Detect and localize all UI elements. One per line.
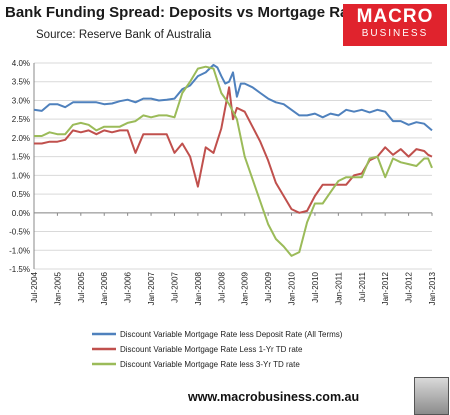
x-tick-label: Jul-2008 xyxy=(217,271,226,302)
footer-url: www.macrobusiness.com.au xyxy=(188,390,360,404)
logo-line2: BUSINESS xyxy=(361,28,429,39)
x-tick-label: Jan-2009 xyxy=(241,271,250,305)
y-tick-label: 0.0% xyxy=(12,209,30,218)
x-tick-label: Jan-2006 xyxy=(100,271,109,305)
x-tick-label: Jul-2011 xyxy=(358,271,367,302)
wolf-logo-image xyxy=(414,377,449,415)
x-tick-label: Jan-2013 xyxy=(428,271,437,305)
macrobusiness-logo: MACRO BUSINESS xyxy=(343,4,447,46)
x-tick-label: Jan-2011 xyxy=(334,271,343,304)
logo-line1: MACRO xyxy=(356,6,434,27)
y-tick-label: 0.5% xyxy=(12,190,30,199)
y-tick-label: -1.5% xyxy=(9,265,30,274)
y-tick-label: 1.5% xyxy=(12,153,30,162)
legend-label: Discount Variable Mortgage Rate Less 1-Y… xyxy=(120,345,303,354)
y-axis: 4.0% 3.5% 3.0% 2.5% 2.0% 1.5% 1.0% 0.5% 0.0% -0.5… xyxy=(9,59,35,274)
y-tick-label: 1.0% xyxy=(12,171,30,180)
x-tick-label: Jul-2004 xyxy=(30,271,39,302)
legend: Discount Variable Mortgage Rate less Dep… xyxy=(92,330,343,369)
y-tick-label: 3.0% xyxy=(12,96,30,105)
x-tick-label: Jan-2005 xyxy=(53,271,62,305)
series-lines xyxy=(33,63,433,257)
legend-label: Discount Variable Mortgage Rate less 3-Y… xyxy=(120,360,300,369)
x-tick-label: Jan-2010 xyxy=(288,271,297,305)
x-tick-label: Jul-2006 xyxy=(124,271,133,302)
line-chart: 4.0% 3.5% 3.0% 2.5% 2.0% 1.5% 1.0% 0.5% 0.0% -0.5… xyxy=(9,59,437,369)
y-tick-label: -1.0% xyxy=(9,246,30,255)
y-tick-label: -0.5% xyxy=(9,228,30,237)
x-tick-label: Jul-2010 xyxy=(311,271,320,302)
gridlines xyxy=(34,62,432,270)
y-tick-label: 2.0% xyxy=(12,134,30,143)
y-tick-label: 2.5% xyxy=(12,115,30,124)
x-tick-label: Jul-2009 xyxy=(264,271,273,302)
x-tick-label: Jan-2007 xyxy=(147,271,156,305)
x-tick-label: Jan-2012 xyxy=(381,271,390,305)
legend-label: Discount Variable Mortgage Rate less Dep… xyxy=(120,330,343,339)
x-tick-label: Jul-2012 xyxy=(405,271,414,302)
y-tick-label: 3.5% xyxy=(12,78,30,87)
chart-source: Source: Reserve Bank of Australia xyxy=(36,29,212,41)
x-tick-label: Jan-2008 xyxy=(194,271,203,305)
chart-title: Bank Funding Spread: Deposits vs Mortgag… xyxy=(5,4,371,21)
x-axis: Jul-2004 Jan-2005 Jul-2005 Jan-2006 Jul-2006… xyxy=(30,212,437,305)
x-tick-label: Jul-2005 xyxy=(77,271,86,302)
series-line xyxy=(33,63,433,132)
x-tick-label: Jul-2007 xyxy=(170,271,179,302)
y-tick-label: 4.0% xyxy=(12,59,30,68)
series-line xyxy=(34,65,433,257)
